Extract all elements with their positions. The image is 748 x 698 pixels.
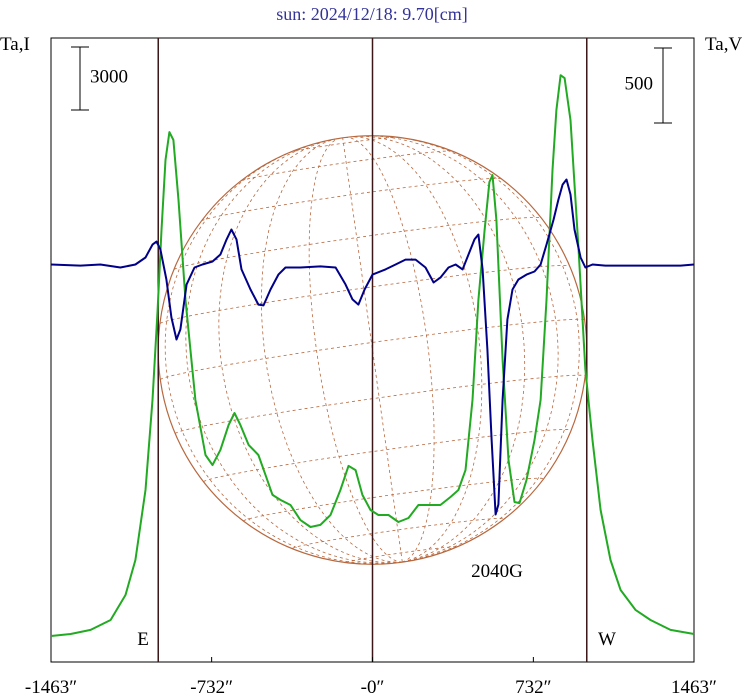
x-tick-label: 1463″ <box>671 677 717 698</box>
parallel <box>203 429 572 483</box>
annotation: 2040G <box>471 561 523 582</box>
meridian <box>164 144 403 565</box>
series-line <box>50 74 695 637</box>
y2-axis-label: Ta,V <box>705 34 742 55</box>
x-tick-label: 732″ <box>515 677 551 698</box>
annotation: E <box>137 629 149 650</box>
parallel <box>174 374 586 434</box>
parallel <box>346 546 457 563</box>
parallel <box>173 216 542 270</box>
parallel <box>289 136 398 153</box>
x-tick-label: -732″ <box>190 677 233 698</box>
disk-group <box>157 135 588 565</box>
annotation: W <box>598 629 616 650</box>
series-line <box>50 178 695 516</box>
meridian <box>348 136 483 563</box>
chart-title: sun: 2024/12/18: 9.70[cm] <box>276 4 468 24</box>
meridian <box>308 137 403 563</box>
parallel <box>243 477 544 522</box>
scale-bar-label: 500 <box>625 74 654 95</box>
x-tick-label: -1463″ <box>25 677 77 698</box>
y-axis-label: Ta,I <box>0 34 30 55</box>
x-tick-label: -0″ <box>361 677 385 698</box>
parallel <box>291 517 505 549</box>
meridian <box>375 135 580 563</box>
parallel <box>159 265 570 324</box>
meridian <box>345 137 435 563</box>
solar-disk-grid <box>157 135 588 565</box>
scale-bar-label: 3000 <box>90 66 128 87</box>
meridian <box>342 137 403 563</box>
meridian <box>261 138 403 563</box>
parallel <box>201 177 502 222</box>
